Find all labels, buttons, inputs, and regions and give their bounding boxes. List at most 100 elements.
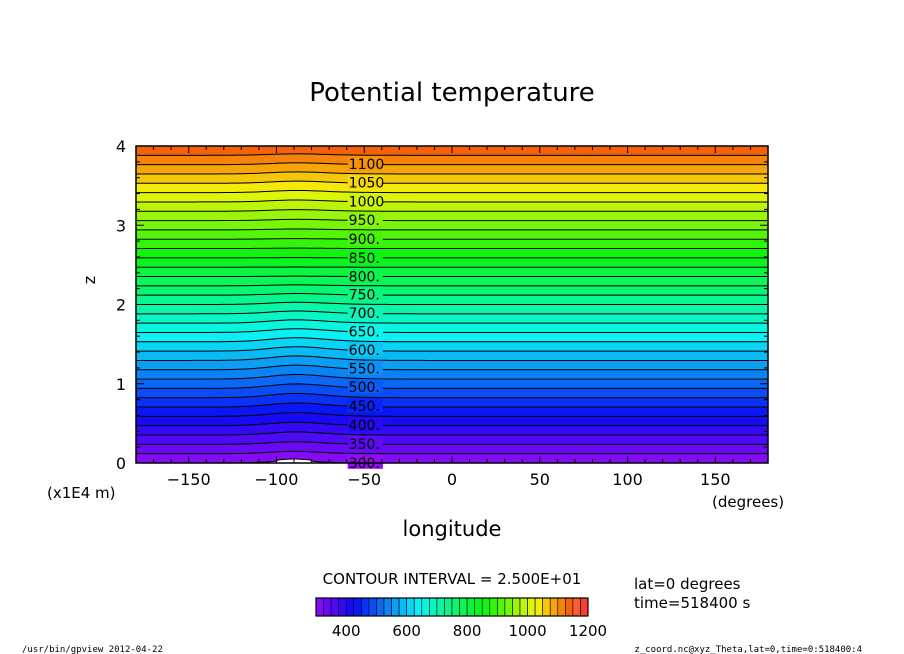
colorbar-cell <box>504 597 513 617</box>
contour-band <box>136 257 768 268</box>
colorbar-cell <box>489 597 498 617</box>
x-tick-label: −50 <box>347 470 381 489</box>
x-tick-label: 150 <box>700 470 731 489</box>
colorbar-cell <box>330 597 339 617</box>
contour-line <box>136 421 768 427</box>
contour-line <box>136 441 768 445</box>
colorbar-cell <box>345 597 355 617</box>
y-axis-unit: (x1E4 m) <box>47 484 116 502</box>
contour-line <box>136 319 768 324</box>
contour-label-bg <box>347 249 383 264</box>
contour-label: 600. <box>349 343 380 359</box>
contour-band <box>136 275 768 287</box>
contour-label-bg <box>347 398 383 413</box>
contour-label: 700. <box>349 306 380 322</box>
contour-label-bg <box>347 268 383 283</box>
colorbar-cell <box>429 597 438 617</box>
contour-label-bg <box>347 231 383 246</box>
contour-label-bg <box>347 341 383 356</box>
contour-label: 800. <box>349 269 380 285</box>
contour-band <box>136 284 768 296</box>
colorbar-cell <box>444 597 453 617</box>
contour-line <box>136 153 768 156</box>
contour-line <box>136 392 768 399</box>
contour-line <box>136 328 768 333</box>
contour-label: 1050 <box>349 176 385 192</box>
colorbar-cell <box>512 597 521 617</box>
colorbar-cell <box>549 597 559 617</box>
colorbar-cell <box>534 597 543 617</box>
contour-label-bg <box>347 435 383 450</box>
contour-line <box>136 238 768 240</box>
contour-label-bg <box>347 212 383 227</box>
contour-label: 450. <box>349 399 380 415</box>
lat-info: lat=0 degrees <box>634 575 741 593</box>
contour-line <box>136 383 768 389</box>
colorbar-cell <box>572 597 581 617</box>
colorbar-cell <box>474 597 483 617</box>
contour-label-bg <box>347 416 383 431</box>
y-tick-label: 2 <box>116 296 126 315</box>
colorbar-cell <box>497 597 506 617</box>
contour-band <box>136 247 768 259</box>
contour-label-bg <box>347 156 383 171</box>
colorbar-cell <box>315 597 324 617</box>
contour-band <box>136 238 768 249</box>
colorbar-cell <box>413 597 423 617</box>
colorbar-cell <box>338 597 347 617</box>
contour-line <box>136 228 768 231</box>
time-info: time=518400 s <box>634 594 750 612</box>
colorbar-cell <box>527 597 536 617</box>
x-tick-label: 100 <box>612 470 643 489</box>
contour-line <box>136 218 768 222</box>
x-tick-label: 50 <box>530 470 550 489</box>
x-axis-unit: (degrees) <box>712 493 784 511</box>
y-tick-label: 1 <box>116 375 126 394</box>
colorbar-cell <box>459 597 468 617</box>
y-tick-label: 3 <box>116 216 126 235</box>
contour-label: 1100 <box>349 157 385 173</box>
contour-band <box>136 228 768 240</box>
contour-line <box>136 355 768 361</box>
contour-line <box>136 209 768 212</box>
colorbar-tick-label: 600 <box>392 622 421 640</box>
chart-title: Potential temperature <box>309 78 595 108</box>
x-tick-label: 0 <box>447 470 457 489</box>
x-axis-label: longitude <box>403 517 502 541</box>
contour-line <box>136 293 768 296</box>
colorbar-cell <box>557 597 566 617</box>
contour-line <box>136 171 768 175</box>
contour-label: 300. <box>349 456 380 472</box>
colorbar-cell <box>376 597 385 617</box>
contour-label: 350. <box>349 437 380 453</box>
colorbar-tick-label: 1200 <box>569 622 607 640</box>
contour-label-bg <box>347 323 383 338</box>
y-tick-label: 4 <box>116 137 126 156</box>
contour-line <box>136 189 768 194</box>
colorbar: 400 600 800 1000 1200 <box>315 597 607 640</box>
colorbar-cell <box>361 597 370 617</box>
colorbar-cell <box>368 597 377 617</box>
contour-line <box>136 337 768 343</box>
colorbar-cell <box>406 597 415 617</box>
contour-line <box>136 180 768 184</box>
contour-label-bg <box>347 193 383 208</box>
contour-label: 850. <box>349 251 380 267</box>
colorbar-frame <box>315 597 589 617</box>
colorbar-cell <box>353 597 362 617</box>
colorbar-cell <box>542 597 551 617</box>
axis-ticks: −150 −100 −50 0 50 100 150 0 1 2 3 4 <box>116 137 768 489</box>
contour-label-bg <box>347 305 383 320</box>
contour-line <box>136 364 768 371</box>
contour-label: 950. <box>349 213 380 229</box>
contour-line <box>136 373 768 380</box>
contour-line <box>136 301 768 305</box>
x-tick-label: −100 <box>254 470 298 489</box>
colorbar-cell <box>398 597 407 617</box>
contour-interval: CONTOUR INTERVAL = 2.500E+01 <box>323 570 582 588</box>
contour-label-bg <box>347 454 383 469</box>
x-tick-label: −150 <box>167 470 211 489</box>
colorbar-cell <box>421 597 430 617</box>
contour-line <box>136 199 768 203</box>
